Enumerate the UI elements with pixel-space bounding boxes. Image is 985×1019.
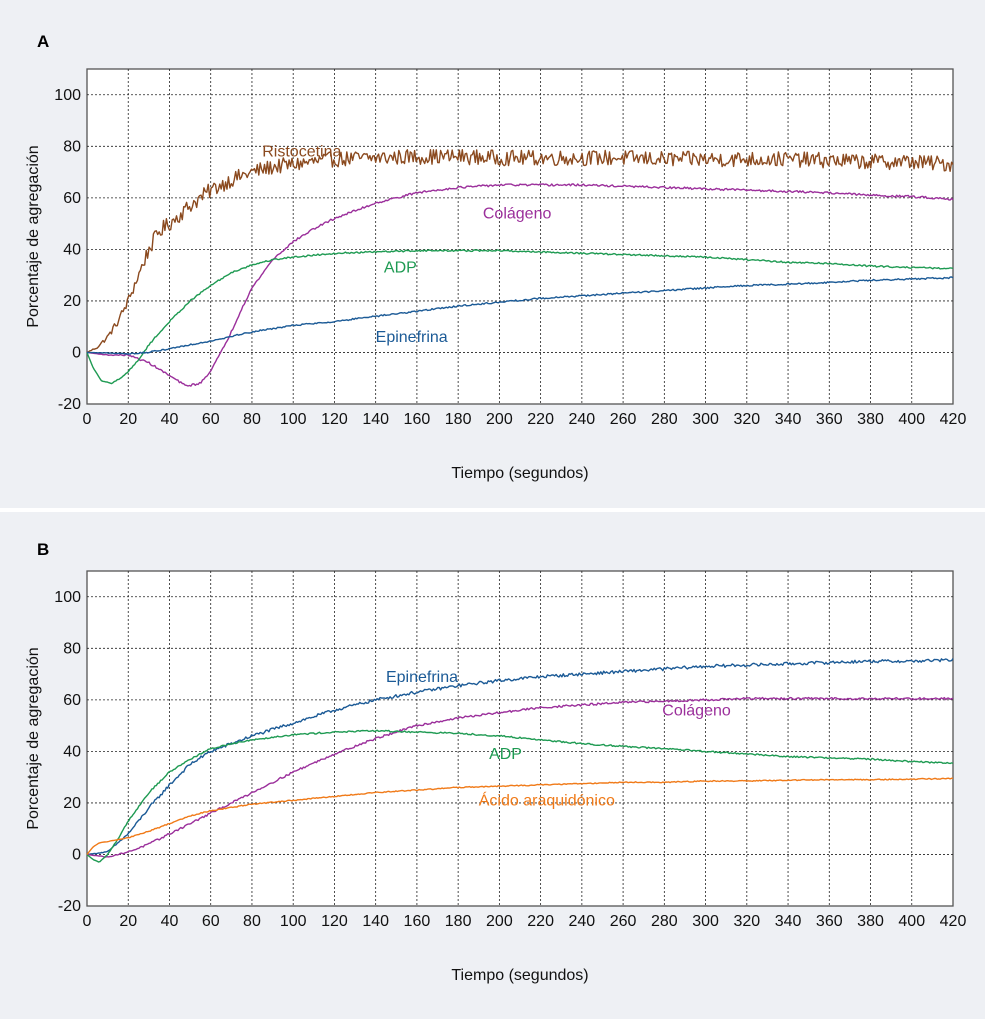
series-label: Colágeno: [483, 205, 552, 222]
x-tick-label: 400: [898, 913, 925, 930]
panel-b-series: [86, 658, 954, 863]
panel-a-x-ticks: 0 20 40 60 80 100 120 140 160 180 200 220 240 260 280 3…: [83, 411, 967, 428]
x-tick-label: 0: [83, 411, 92, 428]
y-tick-label: 40: [63, 743, 81, 760]
panel-a-y-axis-label: Porcentaje de agregación: [25, 145, 42, 327]
x-tick-label: 280: [651, 411, 678, 428]
y-tick-label: 20: [63, 293, 81, 310]
x-tick-label: 420: [940, 913, 967, 930]
x-tick-label: 340: [775, 411, 802, 428]
x-tick-label: 0: [83, 913, 92, 930]
panel-a-letter: A: [37, 32, 49, 51]
y-tick-label: -20: [58, 396, 81, 413]
chart-panel-b: B Epinefrina Colágeno ADP Ácido araquidónic…: [25, 540, 966, 984]
x-tick-label: 220: [527, 913, 554, 930]
x-tick-label: 160: [404, 411, 431, 428]
x-tick-label: 100: [280, 411, 307, 428]
x-tick-label: 380: [857, 411, 884, 428]
x-tick-label: 300: [692, 411, 719, 428]
series-label: Epinefrina: [386, 669, 458, 686]
x-tick-label: 20: [119, 913, 137, 930]
panel-a-y-ticks: -20 0 20 40 60 80 100: [54, 87, 81, 413]
y-tick-label: -20: [58, 898, 81, 915]
x-tick-label: 340: [775, 913, 802, 930]
x-tick-label: 120: [321, 913, 348, 930]
x-tick-label: 180: [445, 411, 472, 428]
panel-a-series-labels: Ristocetina Colágeno ADP Epinefrina: [262, 144, 551, 347]
y-tick-label: 80: [63, 640, 81, 657]
x-tick-label: 300: [692, 913, 719, 930]
x-tick-label: 20: [119, 411, 137, 428]
x-tick-label: 60: [202, 913, 220, 930]
x-tick-label: 400: [898, 411, 925, 428]
series-label: ADP: [489, 746, 522, 763]
x-tick-label: 420: [940, 411, 967, 428]
x-tick-label: 360: [816, 913, 843, 930]
panel-a-series: [86, 149, 954, 387]
panel-b-grid: [87, 571, 953, 906]
x-tick-label: 240: [569, 411, 596, 428]
panel-a-x-axis-label: Tiempo (segundos): [451, 465, 588, 482]
x-tick-label: 180: [445, 913, 472, 930]
panel-b-series-labels: Epinefrina Colágeno ADP Ácido araquidónico: [386, 669, 731, 810]
series-line: [86, 149, 954, 354]
x-tick-label: 380: [857, 913, 884, 930]
x-tick-label: 40: [161, 411, 179, 428]
panel-b-x-axis-label: Tiempo (segundos): [451, 967, 588, 984]
x-tick-label: 80: [243, 913, 261, 930]
x-tick-label: 320: [733, 411, 760, 428]
y-tick-label: 20: [63, 795, 81, 812]
x-tick-label: 140: [362, 411, 389, 428]
x-tick-label: 320: [733, 913, 760, 930]
y-tick-label: 60: [63, 190, 81, 207]
panel-b-x-ticks: 0 20 40 60 80 100 120 140 160 180 200 220 240 260 280 3…: [83, 913, 967, 930]
x-tick-label: 100: [280, 913, 307, 930]
panel-b-y-ticks: -20 0 20 40 60 80 100: [54, 589, 81, 915]
series-line: [86, 658, 954, 856]
series-label: Ristocetina: [262, 144, 341, 161]
panel-b-plot-area: [86, 570, 954, 907]
series-line: [86, 729, 954, 863]
x-tick-label: 220: [527, 411, 554, 428]
x-tick-label: 140: [362, 913, 389, 930]
panel-b-letter: B: [37, 540, 49, 559]
x-tick-label: 260: [610, 411, 637, 428]
series-label: ADP: [384, 260, 417, 277]
y-tick-label: 0: [72, 344, 81, 361]
y-tick-label: 60: [63, 692, 81, 709]
chart-panel-a: A Ristocetina Colágeno ADP Epinefrina 0 20 40…: [25, 32, 966, 482]
series-label: Colágeno: [662, 702, 731, 719]
y-tick-label: 100: [54, 589, 81, 606]
panel-b-y-axis-label: Porcentaje de agregación: [25, 647, 42, 829]
x-tick-label: 60: [202, 411, 220, 428]
series-line: [87, 276, 954, 355]
x-tick-label: 240: [569, 913, 596, 930]
y-tick-label: 100: [54, 87, 81, 104]
series-line: [86, 696, 954, 858]
x-tick-label: 260: [610, 913, 637, 930]
x-tick-label: 160: [404, 913, 431, 930]
y-tick-label: 40: [63, 241, 81, 258]
x-tick-label: 200: [486, 913, 513, 930]
y-tick-label: 0: [72, 846, 81, 863]
series-line: [86, 249, 954, 385]
x-tick-label: 360: [816, 411, 843, 428]
x-tick-label: 280: [651, 913, 678, 930]
panel-a-plot-area: [86, 68, 954, 405]
y-tick-label: 80: [63, 138, 81, 155]
series-line: [86, 777, 954, 855]
series-label: Ácido araquidónico: [479, 791, 615, 810]
x-tick-label: 80: [243, 411, 261, 428]
series-line: [86, 183, 954, 387]
x-tick-label: 40: [161, 913, 179, 930]
x-tick-label: 200: [486, 411, 513, 428]
series-label: Epinefrina: [376, 329, 448, 346]
x-tick-label: 120: [321, 411, 348, 428]
